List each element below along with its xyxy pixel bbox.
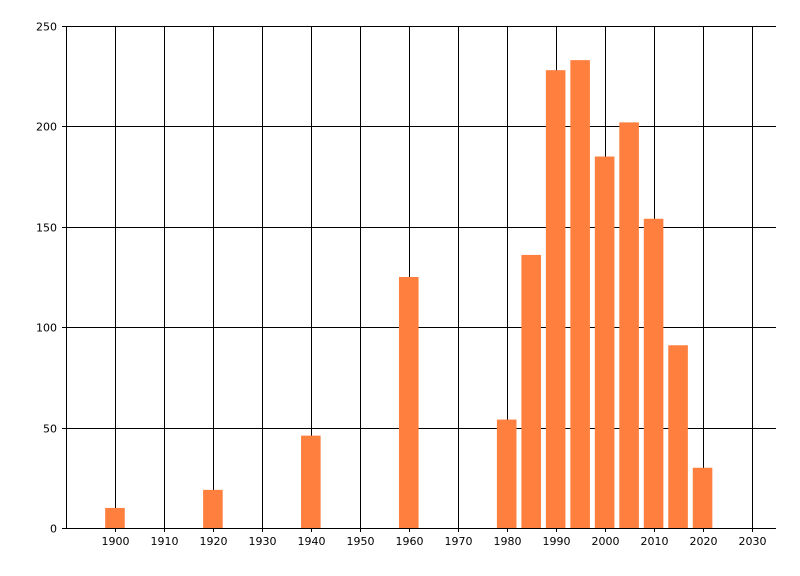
- x-tick-label: 2010: [641, 535, 669, 548]
- y-tick-label: 200: [36, 121, 57, 134]
- x-tick-label: 1990: [543, 535, 571, 548]
- bar: [619, 122, 639, 528]
- bar: [203, 489, 223, 528]
- x-tick-label: 2030: [739, 535, 767, 548]
- bar: [570, 60, 590, 529]
- x-tick-label: 2020: [690, 535, 718, 548]
- bar: [692, 467, 713, 528]
- axes: [66, 26, 776, 529]
- bars: [105, 60, 713, 529]
- y-tick-labels: 0 50 100 150 200 250: [36, 21, 66, 536]
- bar: [301, 435, 321, 528]
- x-tick-label: 1900: [102, 535, 130, 548]
- x-tick-label: 2000: [592, 535, 620, 548]
- bar: [545, 70, 566, 529]
- y-tick-label: 50: [43, 423, 57, 436]
- x-tick-label: 1950: [347, 535, 375, 548]
- bar: [594, 156, 615, 528]
- bar: [643, 218, 664, 528]
- x-tick-label: 1910: [151, 535, 179, 548]
- x-tick-label: 1960: [396, 535, 424, 548]
- bar: [521, 254, 541, 529]
- bar: [668, 345, 688, 528]
- x-tick-label: 1920: [200, 535, 228, 548]
- bar: [398, 277, 419, 528]
- y-tick-label: 250: [36, 21, 57, 34]
- x-tick-label: 1970: [445, 535, 473, 548]
- y-tick-label: 100: [36, 322, 57, 335]
- x-tick-label: 1940: [298, 535, 326, 548]
- x-tick-labels: 1900 1910 1920 1930 1940 1950 1960 1970 1980 1990…: [102, 528, 767, 548]
- bar: [105, 507, 125, 528]
- bar: [496, 419, 517, 528]
- y-tick-label: 0: [50, 523, 57, 536]
- y-tick-label: 150: [36, 222, 57, 235]
- x-tick-label: 1930: [249, 535, 277, 548]
- x-tick-label: 1980: [494, 535, 522, 548]
